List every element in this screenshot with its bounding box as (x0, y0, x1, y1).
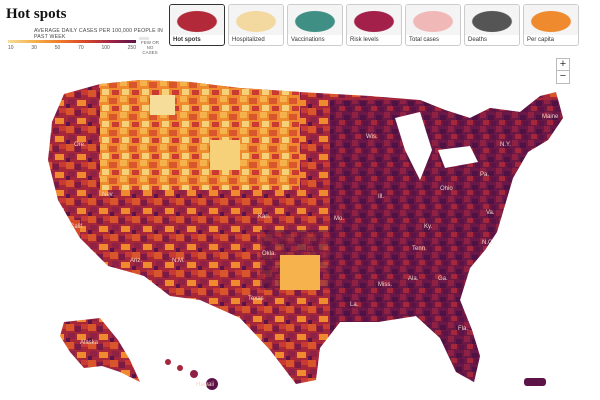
alaska (60, 318, 140, 382)
legend-few-label: Few or no cases (141, 40, 159, 55)
tab-vaccinations[interactable]: Vaccinations (287, 4, 343, 46)
legend-tick: 100 (101, 45, 110, 51)
state-label: Kan. (258, 214, 271, 220)
tab-label: Hospitalized (232, 37, 265, 43)
legend-tick: 250 (127, 45, 136, 51)
total-cases-thumb-icon (406, 5, 460, 35)
state-label: Ariz. (130, 258, 142, 264)
zoom-in-button[interactable]: + (556, 58, 570, 71)
legend-color-bar (8, 40, 136, 43)
tab-label: Per capita (527, 37, 555, 43)
legend-tick: 70 (78, 45, 84, 51)
map-type-tabs: Hot spots Hospitalized Vaccinations Risk… (169, 4, 579, 46)
state-label: Nev. (102, 192, 114, 198)
tab-label: Deaths (468, 37, 488, 43)
state-label: Tenn. (412, 246, 427, 252)
risk-levels-thumb-icon (347, 5, 401, 35)
page-title: Hot spots (6, 6, 67, 22)
state-label: Mo. (334, 216, 344, 222)
state-label: Alaska (80, 340, 99, 346)
state-label: Ill. (378, 194, 384, 200)
tab-total-cases[interactable]: Total cases (405, 4, 461, 46)
state-label: Calif. (70, 224, 84, 230)
state-label: N.M. (172, 258, 185, 264)
state-label: Miss. (378, 282, 392, 288)
state-labels: Maine Ore. Calif. Nev. Ariz. N.M. Texas Okla. Ka… (70, 114, 559, 388)
legend-tick: 50 (54, 45, 61, 51)
state-label: Fla. (458, 326, 468, 332)
legend-tick: 30 (31, 45, 37, 51)
state-label: Texas (248, 296, 264, 302)
zoom-out-button[interactable]: − (556, 71, 570, 84)
tab-hot-spots[interactable]: Hot spots (169, 4, 225, 46)
state-label: Maine (542, 114, 559, 120)
state-label: Ala. (408, 276, 419, 282)
zoom-controls: + − (556, 58, 570, 84)
contiguous-us (48, 80, 563, 384)
tab-label: Hot spots (173, 37, 201, 43)
state-label: Ohio (440, 186, 453, 192)
state-label: Pa. (480, 172, 489, 178)
deaths-thumb-icon (465, 5, 519, 35)
hospitalized-thumb-icon (229, 5, 283, 35)
vaccinations-thumb-icon (288, 5, 342, 35)
state-label: Wis. (366, 134, 378, 140)
state-label: Va. (486, 210, 495, 216)
per-capita-thumb-icon (524, 5, 578, 35)
state-label: N.C. (482, 240, 494, 246)
state-label: Okla. (262, 251, 276, 257)
tab-label: Vaccinations (291, 37, 325, 43)
state-label: Hawaii (196, 382, 214, 388)
state-label: Ore. (74, 142, 86, 148)
puerto-rico (524, 378, 546, 386)
state-label: Ga. (438, 276, 448, 282)
hot-spots-thumb-icon (170, 5, 224, 35)
tab-risk-levels[interactable]: Risk levels (346, 4, 402, 46)
tab-per-capita[interactable]: Per capita (523, 4, 579, 46)
tab-deaths[interactable]: Deaths (464, 4, 520, 46)
hawaii (165, 359, 218, 390)
legend-few-swatch (139, 37, 149, 40)
tab-hospitalized[interactable]: Hospitalized (228, 4, 284, 46)
tab-label: Total cases (409, 37, 440, 43)
state-label: La. (350, 302, 359, 308)
tab-label: Risk levels (350, 37, 379, 43)
legend-tick: 10 (8, 45, 14, 51)
legend-ticks: 10 30 50 70 100 250 (8, 45, 136, 51)
state-label: Ky. (424, 224, 433, 230)
legend-caption: Average daily cases per 100,000 people i… (34, 28, 164, 40)
state-label: N.Y. (500, 142, 511, 148)
